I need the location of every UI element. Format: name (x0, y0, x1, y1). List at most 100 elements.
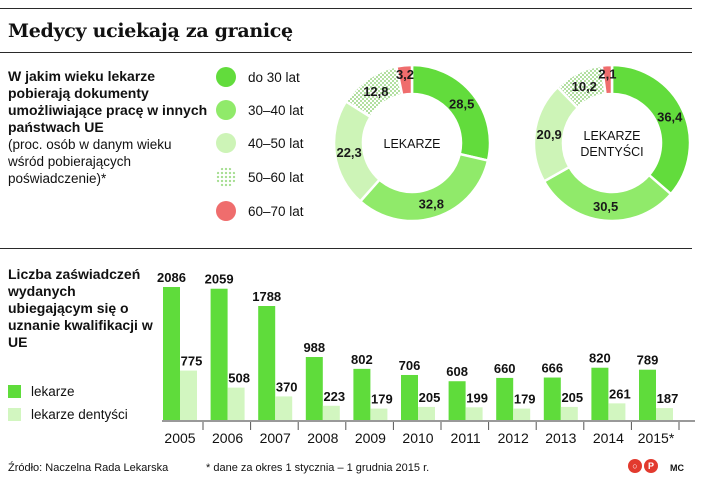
bar (353, 368, 371, 420)
bar-value-label: 261 (609, 386, 631, 401)
bar-value-label: 1788 (252, 289, 281, 304)
bar (543, 377, 561, 420)
donut-center-label: LEKARZE (384, 137, 441, 151)
bar (401, 374, 418, 420)
bar-value-label: 205 (561, 390, 583, 405)
legend-swatch (216, 167, 236, 187)
logo-mark-1: ○ (628, 459, 642, 473)
bar-value-label: 179 (514, 392, 536, 407)
slice-label: 12,8 (363, 84, 388, 99)
legend-label: 60–70 lat (248, 203, 304, 219)
legend-swatch (8, 385, 21, 398)
legend-label: 50–60 lat (248, 169, 304, 185)
bar (305, 357, 323, 420)
legend-label: 30–40 lat (248, 102, 304, 118)
footnote-text: * dane za okres 1 stycznia – 1 grudnia 2… (206, 462, 430, 474)
legend-label: lekarze (31, 384, 75, 399)
section-rule (0, 248, 692, 249)
donut-slice (394, 63, 414, 97)
bar-value-label: 789 (637, 353, 659, 368)
legend-item-age: 30–40 lat (216, 99, 336, 121)
bar-chart: 2086 775 2005 2059 508 2006 1788 370 2007 988 223 2… (157, 270, 695, 446)
top-rule (0, 8, 692, 9)
donut-note: (proc. osób w danym wieku wśród pobieraj… (8, 137, 172, 186)
bar (370, 408, 388, 420)
slice-label: 22,3 (336, 145, 361, 160)
legend-swatch (216, 201, 236, 221)
legend-item-series: lekarze dentyści (8, 407, 128, 422)
donut-charts: 28,5 32,8 22,3 12,8 3,2 LEKARZE 36,4 30,5 20,9 10… (332, 63, 692, 223)
x-tick-label: 2015* (638, 430, 675, 446)
bar (322, 405, 340, 420)
x-tick-label: 2014 (593, 430, 624, 446)
slice-label: 36,4 (657, 110, 683, 125)
bar-value-label: 666 (541, 361, 563, 376)
bar-value-label: 179 (371, 392, 393, 407)
legend-label: 40–50 lat (248, 135, 304, 151)
bar-value-label: 508 (228, 371, 250, 386)
x-tick-label: 2007 (260, 430, 291, 446)
bar-value-label: 988 (303, 340, 325, 355)
bar-value-label: 608 (446, 364, 468, 379)
bar (465, 407, 483, 420)
slice-label: 2,1 (598, 67, 616, 82)
bar (163, 287, 180, 420)
bar-value-label: 370 (276, 379, 298, 394)
donut-question: W jakim wieku lekarze pobierają dokument… (8, 68, 208, 135)
bar-value-label: 2059 (205, 272, 234, 287)
legend-item-age: 60–70 lat (216, 200, 336, 222)
bar (418, 406, 435, 420)
publisher-logo: ○ P (628, 459, 658, 473)
bar (180, 370, 197, 420)
legend-item-age: 40–50 lat (216, 132, 336, 154)
bar (656, 408, 673, 420)
donut-center-label: LEKARZE (584, 129, 641, 143)
donut-center-label: DENTYŚCI (580, 144, 643, 159)
legend-label: lekarze dentyści (31, 407, 128, 422)
bar (275, 396, 293, 420)
bar (608, 403, 626, 420)
legend-item-age: 50–60 lat (216, 166, 336, 188)
bar (513, 408, 531, 420)
slice-label: 30,5 (593, 199, 618, 214)
x-tick-label: 2011 (451, 430, 481, 446)
bar (496, 377, 514, 420)
x-tick-label: 2005 (164, 430, 195, 446)
author-credit: MC (670, 463, 684, 473)
legend-swatch (216, 67, 236, 87)
bar-value-label: 706 (399, 358, 421, 373)
x-tick-label: 2006 (212, 430, 243, 446)
bar-value-label: 2086 (157, 270, 186, 285)
bar (591, 367, 609, 420)
slice-label: 20,9 (536, 127, 561, 142)
legend-item-age: do 30 lat (216, 66, 336, 88)
source-text: Źródło: Naczelna Rada Lekarska (8, 462, 169, 474)
x-tick-label: 2009 (355, 430, 386, 446)
legend-swatch (216, 100, 236, 120)
bar-value-label: 775 (181, 354, 203, 369)
bar-chart-title: Liczba zaświadczeń wydanych ubiegającym … (8, 266, 153, 350)
bar-value-label: 660 (494, 361, 516, 376)
slice-label: 32,8 (419, 196, 444, 211)
x-tick-label: 2013 (545, 430, 576, 446)
legend-item-series: lekarze (8, 384, 75, 399)
page-title: Medycy uciekają za granicę (8, 20, 293, 42)
donut-slice (600, 63, 614, 96)
title-rule (0, 52, 692, 53)
slice-label: 28,5 (449, 96, 474, 111)
bar-value-label: 187 (657, 391, 679, 406)
bar-value-label: 802 (351, 352, 373, 367)
x-tick-label: 2008 (307, 430, 338, 446)
bar-value-label: 205 (419, 390, 441, 405)
slice-label: 10,2 (572, 79, 597, 94)
logo-mark-2: P (644, 459, 658, 473)
x-tick-label: 2010 (402, 430, 433, 446)
bar (639, 369, 656, 420)
slice-label: 3,2 (396, 67, 414, 82)
bar (448, 381, 466, 420)
legend-swatch (216, 133, 236, 153)
legend-label: do 30 lat (248, 69, 300, 85)
bar (258, 306, 276, 420)
bar (210, 288, 228, 420)
bar-value-label: 223 (323, 389, 345, 404)
